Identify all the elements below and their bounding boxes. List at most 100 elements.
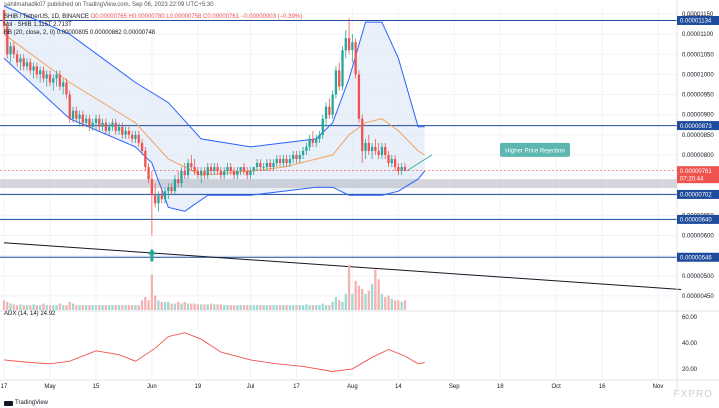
candle-body bbox=[288, 159, 292, 164]
candle-body bbox=[308, 138, 311, 147]
time-tick-label: May bbox=[44, 384, 55, 390]
volume-bar bbox=[292, 305, 295, 310]
up-arrow-icon bbox=[147, 248, 156, 262]
candle-body bbox=[334, 70, 338, 95]
time-tick-label: 17 bbox=[293, 384, 300, 390]
price-tick-label: 0.00000800 bbox=[682, 153, 714, 159]
volume-bar bbox=[403, 300, 407, 310]
candle-body bbox=[91, 122, 94, 127]
volume-bar bbox=[282, 305, 285, 310]
adx-tick-label: 20.00 bbox=[682, 367, 698, 373]
candle-body bbox=[48, 74, 52, 83]
volume-bar bbox=[324, 305, 328, 310]
volume-bar bbox=[157, 300, 160, 310]
adx-line bbox=[3, 332, 425, 372]
annotation-pointer bbox=[406, 154, 433, 172]
candle-body bbox=[200, 171, 203, 176]
candles bbox=[2, 10, 407, 236]
candle-body bbox=[104, 122, 108, 131]
candle-body bbox=[331, 94, 334, 115]
support-zone bbox=[0, 179, 677, 188]
tradingview-logo[interactable]: TradingView bbox=[4, 400, 48, 406]
candle-body bbox=[203, 171, 206, 176]
volume-bar bbox=[68, 301, 71, 310]
volume-bar bbox=[390, 298, 393, 310]
volume-bar bbox=[39, 305, 42, 310]
candle-body bbox=[170, 187, 173, 192]
candle-body bbox=[374, 146, 377, 151]
candle-body bbox=[226, 167, 229, 172]
candle-body bbox=[88, 118, 91, 127]
volume-bar bbox=[259, 305, 262, 310]
candle-body bbox=[85, 118, 88, 123]
volume-bar bbox=[387, 295, 390, 310]
volume-bar bbox=[124, 305, 127, 310]
candle-body bbox=[357, 74, 361, 119]
volume-bar bbox=[144, 297, 147, 310]
volume-bar bbox=[193, 303, 196, 310]
candle-body bbox=[124, 130, 127, 135]
volume-bar bbox=[209, 303, 213, 310]
candle-body bbox=[213, 167, 216, 172]
volume-bar bbox=[147, 300, 150, 310]
volume-bar bbox=[262, 305, 265, 310]
level-price-text: 0.00000546 bbox=[680, 255, 712, 261]
candle-body bbox=[265, 163, 269, 168]
candle-body bbox=[216, 167, 219, 172]
volume-bar bbox=[104, 305, 108, 310]
volume-bar bbox=[101, 305, 104, 310]
candle-body bbox=[370, 146, 374, 151]
volume-bar bbox=[114, 305, 117, 310]
volume-bar bbox=[213, 304, 216, 310]
candle-body bbox=[282, 159, 285, 164]
candle-body bbox=[39, 70, 42, 75]
candle-body bbox=[140, 142, 144, 151]
symbol-line: SHIB / TetherUS, 1D, BINANCE bbox=[4, 14, 89, 20]
up-arrow-marker bbox=[147, 248, 156, 262]
brand-name: TradingView bbox=[15, 400, 49, 406]
price-tick-label: 0.00000900 bbox=[682, 113, 714, 119]
volume-bar bbox=[180, 303, 183, 310]
current-price-tag bbox=[677, 166, 719, 184]
candle-body bbox=[305, 146, 308, 151]
candle-body bbox=[209, 167, 213, 172]
candle-body bbox=[390, 159, 393, 164]
volume-bar bbox=[229, 305, 232, 310]
volume-bar bbox=[347, 264, 351, 310]
volume-bar bbox=[311, 305, 315, 310]
level-price-tag bbox=[677, 189, 719, 199]
annotation-text: Higher Price Rejection bbox=[505, 148, 565, 154]
annotation-box bbox=[500, 142, 570, 157]
candle-body bbox=[98, 118, 101, 127]
symbol-legend: SHIB / TetherUS, 1D, BINANCE O0.00000765… bbox=[4, 14, 302, 20]
volume-bar bbox=[140, 300, 144, 310]
volume-bar bbox=[2, 300, 6, 310]
volume-bar bbox=[246, 305, 249, 310]
price-tick-label: 0.00001100 bbox=[682, 32, 714, 38]
volume-bar bbox=[78, 305, 81, 310]
time-tick-label: 15 bbox=[93, 384, 100, 390]
volume-bar bbox=[351, 293, 354, 310]
volume-bar bbox=[196, 304, 200, 310]
volume-bar bbox=[226, 305, 229, 310]
volume-bar bbox=[341, 301, 344, 310]
volume-bar bbox=[361, 288, 364, 310]
time-tick-label: Oct bbox=[551, 384, 561, 390]
volume-bar bbox=[154, 295, 157, 310]
time-tick-label: 17 bbox=[1, 384, 8, 390]
volume-bar bbox=[32, 304, 35, 310]
candle-body bbox=[147, 167, 150, 180]
volume-bar bbox=[58, 303, 62, 310]
adx-pane bbox=[0, 310, 719, 372]
volume-bar bbox=[183, 301, 186, 310]
candle-body bbox=[78, 114, 81, 119]
volume-bar bbox=[380, 293, 384, 310]
volume-bar bbox=[167, 301, 170, 310]
volume-bar bbox=[94, 305, 98, 310]
volume-bar bbox=[219, 304, 223, 310]
candle-body bbox=[32, 66, 35, 71]
candle-body bbox=[81, 114, 85, 123]
volume-bar bbox=[367, 290, 370, 310]
volume-bar bbox=[15, 305, 19, 310]
volume-legend: Vol · SHIB 1.115T 2.713T bbox=[4, 22, 72, 28]
